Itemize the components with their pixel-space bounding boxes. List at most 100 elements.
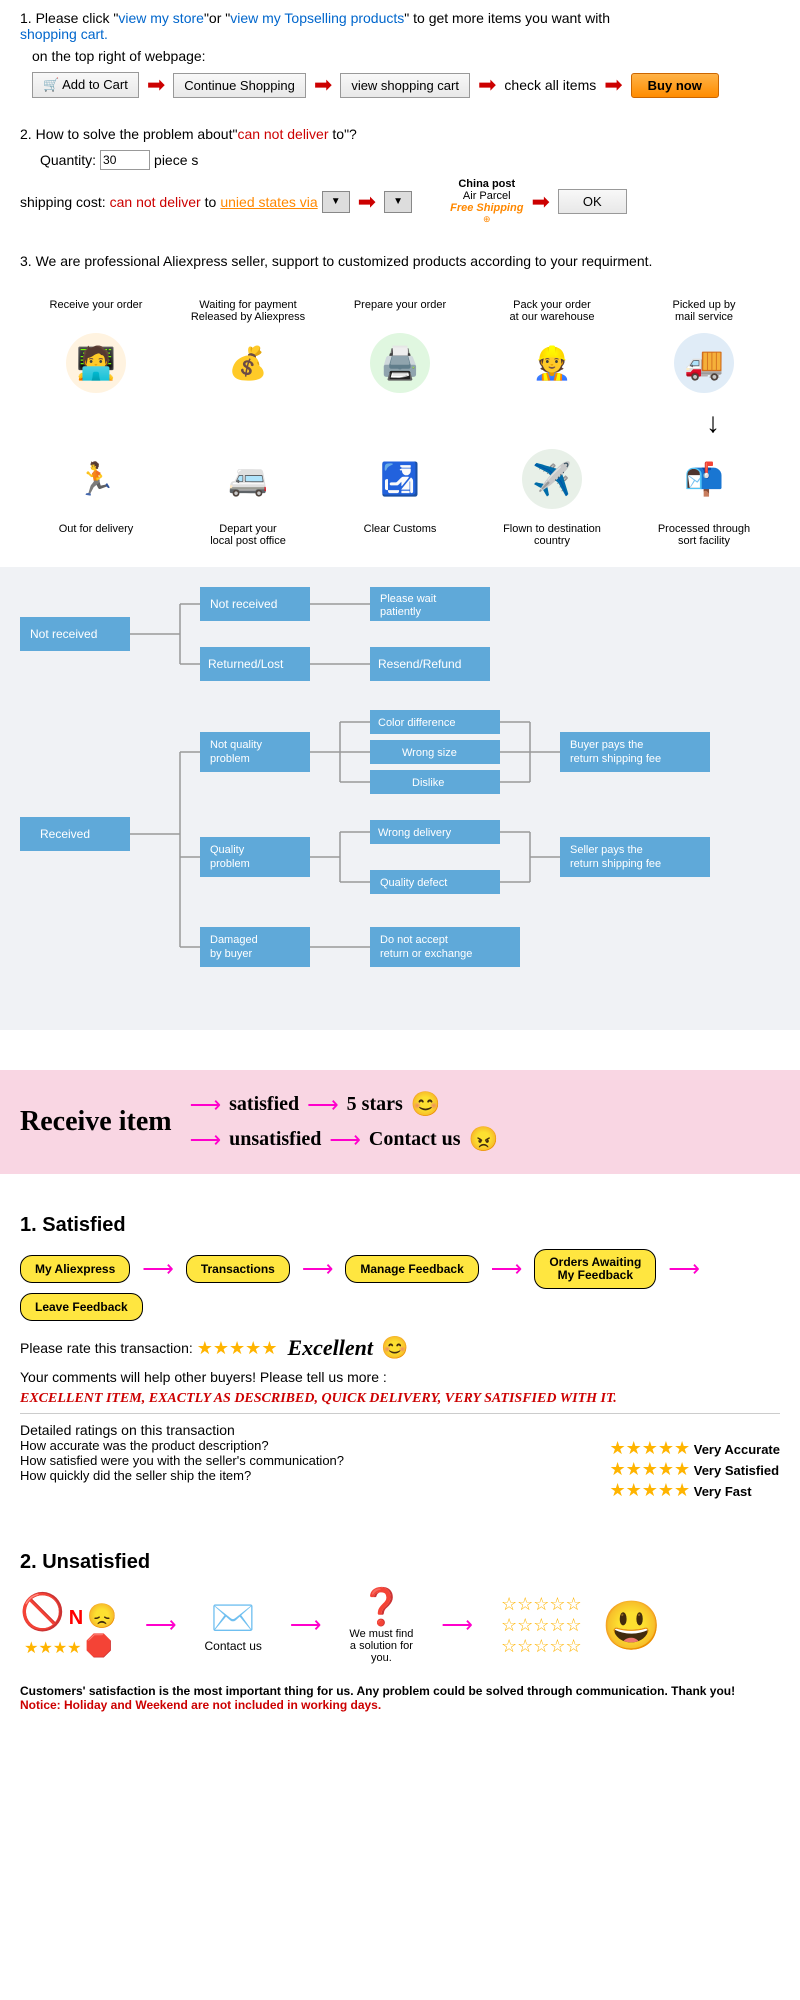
- delivery-icon: 🏃: [66, 449, 126, 509]
- flowchart-svg: .fb{fill:#5fa9d9;}.ft{fill:#fff;font-siz…: [20, 587, 780, 1007]
- svg-text:Dislike: Dislike: [412, 777, 444, 789]
- num-2: 2.: [20, 126, 32, 142]
- process-step: Receive your order: [36, 299, 156, 323]
- arrow-icon: ⟶: [145, 1612, 177, 1638]
- svg-text:return or exchange: return or exchange: [380, 948, 472, 960]
- pill-feedback[interactable]: Manage Feedback: [345, 1255, 478, 1283]
- receive-item-band: Receive item ⟶ satisfied ⟶ 5 stars 😊 ⟶ u…: [0, 1070, 800, 1174]
- unsatisfied-label: unsatisfied: [229, 1128, 321, 1151]
- dr3: How quickly did the seller ship the item…: [20, 1468, 344, 1483]
- stars-happy-block: ☆☆☆☆☆ ☆☆☆☆☆ ☆☆☆☆☆: [501, 1594, 582, 1657]
- arrow-down: ↓: [20, 407, 780, 439]
- contact-label: Contact us: [369, 1128, 461, 1151]
- process-step: Processed through sort facility: [644, 523, 764, 547]
- comments-label: Your comments will help other buyers! Pl…: [20, 1369, 780, 1385]
- footer-1: Customers' satisfaction is the most impo…: [20, 1684, 780, 1698]
- shopping-cart-link[interactable]: shopping cart.: [20, 26, 108, 42]
- process-step: Flown to destination country: [492, 523, 612, 547]
- ship-country-link[interactable]: unied states via: [220, 194, 317, 210]
- arrow-icon: ⟶: [668, 1256, 700, 1282]
- svg-text:Quality: Quality: [210, 844, 245, 856]
- section-2: 2. How to solve the problem about"can no…: [0, 116, 800, 243]
- dropdown-1[interactable]: ▼: [322, 191, 350, 213]
- view-store-link[interactable]: view my store: [118, 10, 204, 26]
- ok-button[interactable]: OK: [558, 189, 627, 214]
- process-step: Prepare your order: [340, 299, 460, 323]
- cannot-deliver: can not deliver: [237, 126, 328, 142]
- svg-text:Please wait: Please wait: [380, 593, 436, 605]
- unsatisfied-section: 2. Unsatisfied 🚫 N 😞 ★★★★ 🛑 ⟶ ✉️ Contact…: [0, 1541, 800, 1722]
- txt: to"?: [329, 126, 357, 142]
- payment-icon: 💰: [218, 333, 278, 393]
- dropdown-2[interactable]: ▼: [384, 191, 412, 213]
- smiley-icon: 😊: [381, 1335, 408, 1361]
- process-step: Waiting for payment Released by Aliexpre…: [188, 299, 308, 323]
- arrow-icon: ➡: [604, 72, 622, 98]
- stars-icon: ★★★★★: [609, 1459, 690, 1479]
- check-items-text: check all items: [504, 77, 596, 93]
- svg-text:Returned/Lost: Returned/Lost: [208, 657, 284, 671]
- van-icon: 🚐: [218, 449, 278, 509]
- unsatisfied-heading: 2. Unsatisfied: [20, 1551, 780, 1574]
- view-cart-button[interactable]: view shopping cart: [340, 73, 470, 98]
- process-step: Out for delivery: [36, 523, 156, 547]
- qty-unit: piece s: [154, 152, 198, 168]
- svg-text:Not received: Not received: [210, 597, 277, 611]
- svg-text:Color difference: Color difference: [378, 717, 455, 729]
- pill-transactions[interactable]: Transactions: [186, 1255, 290, 1283]
- txt: How to solve the problem about": [36, 126, 238, 142]
- txt: "or ": [204, 10, 230, 26]
- big-smiley-icon: 😃: [602, 1597, 662, 1654]
- buy-now-button[interactable]: Buy now: [631, 73, 719, 98]
- txt: Please click ": [36, 10, 119, 26]
- stars-icon: ★★★★★: [609, 1438, 690, 1458]
- arrow-icon: ➡: [531, 189, 549, 215]
- arrow-icon: ➡: [478, 72, 496, 98]
- svg-text:Resend/Refund: Resend/Refund: [378, 657, 461, 671]
- order-icon: 🧑‍💻: [66, 333, 126, 393]
- view-topselling-link[interactable]: view my Topselling products: [230, 10, 404, 26]
- svg-text:Wrong size: Wrong size: [402, 747, 457, 759]
- dr1: How accurate was the product description…: [20, 1438, 344, 1453]
- sort-icon: 📬: [674, 449, 734, 509]
- arrow-icon: ⟶: [290, 1612, 322, 1638]
- footer-2: Notice: Holiday and Weekend are not incl…: [20, 1698, 780, 1712]
- num-3: 3.: [20, 253, 32, 269]
- svg-text:Not quality: Not quality: [210, 739, 262, 751]
- china-post-block: China post Air Parcel Free Shipping ⊕: [450, 178, 523, 225]
- satisfied-heading: 1. Satisfied: [20, 1214, 780, 1237]
- pill-leave[interactable]: Leave Feedback: [20, 1293, 143, 1321]
- arrow-icon: ⟶: [329, 1127, 361, 1153]
- arrow-icon: ➡: [147, 72, 165, 98]
- angry-icon: 😠: [469, 1125, 499, 1154]
- num-1: 1.: [20, 10, 32, 26]
- pill-aliexpress[interactable]: My Aliexpress: [20, 1255, 130, 1283]
- process-step: Depart your local post office: [188, 523, 308, 547]
- customs-icon: 🛃: [370, 449, 430, 509]
- process-step: Clear Customs: [340, 523, 460, 547]
- five-stars: 5 stars: [347, 1093, 403, 1116]
- svg-text:Quality defect: Quality defect: [380, 877, 447, 889]
- dr1r: Very Accurate: [694, 1442, 780, 1457]
- happy-icon: 😊: [411, 1090, 441, 1119]
- quantity-input[interactable]: [100, 150, 150, 170]
- arrow-icon: ⟶: [491, 1256, 523, 1282]
- continue-shopping-button[interactable]: Continue Shopping: [173, 73, 306, 98]
- pill-awaiting[interactable]: Orders Awaiting My Feedback: [534, 1249, 656, 1289]
- qty-label: Quantity:: [40, 152, 96, 168]
- arrow-icon: ⟶: [190, 1127, 222, 1153]
- stars-icon: ★★★★★: [609, 1480, 690, 1500]
- add-to-cart-button[interactable]: 🛒 Add to Cart: [32, 72, 139, 98]
- excellent-label: Excellent: [287, 1335, 373, 1361]
- ship-label: shipping cost:: [20, 194, 106, 210]
- dr-heading: Detailed ratings on this transaction: [20, 1422, 780, 1438]
- svg-text:Received: Received: [40, 827, 90, 841]
- sub-caption: on the top right of webpage:: [32, 48, 780, 64]
- solution-block: ❓ We must find a solution for you.: [349, 1586, 413, 1664]
- svg-text:Wrong delivery: Wrong delivery: [378, 827, 452, 839]
- plane-icon: ✈️: [522, 449, 582, 509]
- process-flow: Receive your order Waiting for payment R…: [0, 279, 800, 567]
- svg-text:return shipping fee: return shipping fee: [570, 753, 661, 765]
- printer-icon: 🖨️: [370, 333, 430, 393]
- process-step: Pack your order at our warehouse: [492, 299, 612, 323]
